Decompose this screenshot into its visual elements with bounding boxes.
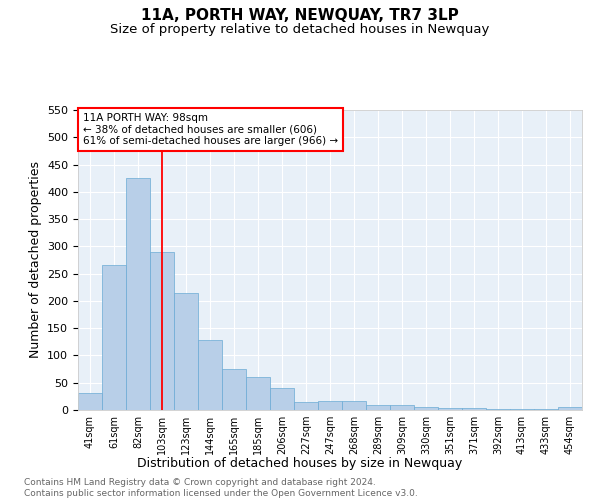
- Bar: [150, 252, 174, 410]
- Bar: [438, 408, 462, 410]
- Bar: [534, 409, 558, 410]
- Text: Contains HM Land Registry data © Crown copyright and database right 2024.
Contai: Contains HM Land Registry data © Crown c…: [24, 478, 418, 498]
- Text: Distribution of detached houses by size in Newquay: Distribution of detached houses by size …: [137, 458, 463, 470]
- Bar: [198, 340, 222, 410]
- Bar: [78, 392, 102, 410]
- Bar: [294, 402, 318, 410]
- Bar: [174, 292, 198, 410]
- Text: 11A PORTH WAY: 98sqm
← 38% of detached houses are smaller (606)
61% of semi-deta: 11A PORTH WAY: 98sqm ← 38% of detached h…: [83, 112, 338, 146]
- Bar: [558, 408, 582, 410]
- Bar: [366, 404, 390, 410]
- Bar: [342, 400, 366, 410]
- Text: 11A, PORTH WAY, NEWQUAY, TR7 3LP: 11A, PORTH WAY, NEWQUAY, TR7 3LP: [141, 8, 459, 22]
- Bar: [462, 408, 486, 410]
- Bar: [246, 378, 270, 410]
- Y-axis label: Number of detached properties: Number of detached properties: [29, 162, 41, 358]
- Bar: [414, 408, 438, 410]
- Bar: [390, 404, 414, 410]
- Bar: [510, 409, 534, 410]
- Bar: [222, 368, 246, 410]
- Bar: [318, 400, 342, 410]
- Bar: [270, 388, 294, 410]
- Bar: [102, 266, 126, 410]
- Text: Size of property relative to detached houses in Newquay: Size of property relative to detached ho…: [110, 22, 490, 36]
- Bar: [126, 178, 150, 410]
- Bar: [486, 409, 510, 410]
